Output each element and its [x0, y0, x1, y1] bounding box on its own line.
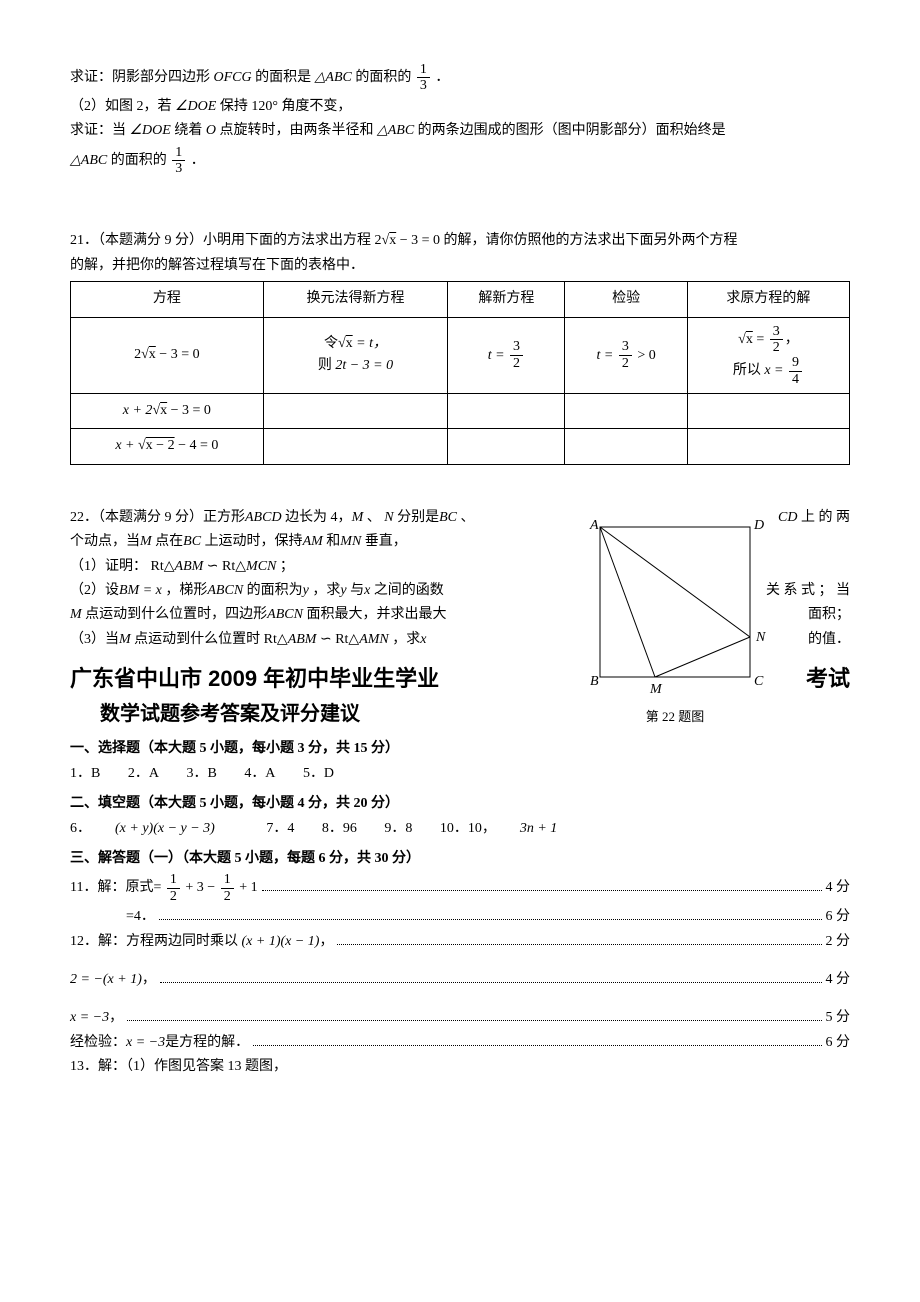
q12-line1: 12．解：方程两边同时乘以 (x + 1)(x − 1)， 2 分	[70, 931, 850, 953]
abc: △ABC	[70, 153, 107, 168]
text: 角度不变，	[281, 99, 351, 114]
cell-empty	[448, 429, 565, 464]
abc: △ABC	[315, 70, 352, 85]
cell-empty	[687, 429, 849, 464]
text: 求证：当	[70, 123, 126, 138]
text: 21．（本题满分 9 分）小明用下面的方法求出方程	[70, 233, 371, 248]
ans-4: 4．A	[244, 766, 275, 781]
text: 点旋转时，由两条半径和	[219, 123, 373, 138]
section-3-head: 三、解答题（一）（本大题 5 小题，每题 6 分，共 30 分）	[70, 848, 850, 870]
intro-line-1: 求证：阴影部分四边形 OFCG 的面积是 △ABC 的面积的 13 ．	[70, 62, 850, 94]
intro-line-2: （2）如图 2，若 ∠DOE 保持 120° 角度不变，	[70, 96, 850, 118]
ans-7: 7．4	[266, 821, 294, 836]
cell-orig1: √x = 32， 所以 x = 94	[687, 317, 849, 394]
ans-1: 1．B	[70, 766, 100, 781]
o: O	[206, 123, 216, 138]
ans-8: 8．96	[322, 821, 357, 836]
answer-title-1: 广东省中山市 2009 年初中毕业生学业	[70, 661, 439, 696]
ans-5: 5．D	[303, 766, 334, 781]
svg-text:D: D	[753, 518, 764, 533]
table-row: x + √x − 2 − 4 = 0	[71, 429, 850, 464]
q13-line: 13．解：（1）作图见答案 13 题图，	[70, 1056, 850, 1078]
svg-text:M: M	[649, 682, 663, 697]
cell-empty	[263, 394, 448, 429]
q21-head-2: 的解，并把你的解答过程填写在下面的表格中．	[70, 255, 850, 277]
cell-eq2: x + 2√x − 3 = 0	[71, 394, 264, 429]
points: 6 分	[826, 906, 851, 928]
eq: 2√x − 3 = 0	[375, 233, 440, 248]
q11-line2: =4． 6 分	[70, 906, 850, 928]
text: 求证：阴影部分四边形	[70, 70, 210, 85]
points: 2 分	[826, 931, 851, 953]
text: 的面积的	[355, 70, 411, 85]
q12-line3: x = −3， 5 分	[70, 1007, 850, 1029]
q12-line2: 2 = −(x + 1)， 4 分	[70, 969, 850, 991]
th-check: 检验	[565, 282, 687, 317]
fill-answers: 6．(x + y)(x − y − 3) 7．4 8．96 9．8 10．10，…	[70, 818, 850, 840]
abc: △ABC	[377, 123, 414, 138]
section-2-head: 二、填空题（本大题 5 小题，每小题 4 分，共 20 分）	[70, 793, 850, 815]
cell-sub1: 令√x = t， 则 2t − 3 = 0	[263, 317, 448, 394]
ans-6: 6．(x + y)(x − y − 3)	[70, 821, 239, 836]
q21-table: 方程 换元法得新方程 解新方程 检验 求原方程的解 2√x − 3 = 0 令√…	[70, 281, 850, 465]
cell-empty	[263, 429, 448, 464]
ans-3: 3．B	[186, 766, 216, 781]
table-row: 2√x − 3 = 0 令√x = t， 则 2t − 3 = 0 t = 32…	[71, 317, 850, 394]
ans-10: 10．10，3n + 1	[440, 821, 581, 836]
q11-line1: 11．解：原式= 12 + 3 − 12 + 1 4 分	[70, 872, 850, 904]
figure-caption: 第 22 题图	[580, 707, 770, 728]
intro-line-4: △ABC 的面积的 13 ．	[70, 145, 850, 177]
q22-figure: A D B C M N 第 22 题图	[580, 517, 770, 728]
text: 保持	[220, 99, 248, 114]
text: 的两条边围成的图形（图中阴影部分）面积始终是	[418, 123, 726, 138]
cell-empty	[565, 429, 687, 464]
intro-line-3: 求证：当 ∠DOE 绕着 O 点旋转时，由两条半径和 △ABC 的两条边围成的图…	[70, 120, 850, 142]
ans-2: 2．A	[128, 766, 159, 781]
q12-line4: 经检验：x = −3是方程的解． 6 分	[70, 1032, 850, 1054]
section-1-head: 一、选择题（本大题 5 小题，每小题 3 分，共 15 分）	[70, 738, 850, 760]
cell-eq1: 2√x − 3 = 0	[71, 317, 264, 394]
svg-text:B: B	[590, 674, 599, 689]
cell-empty	[448, 394, 565, 429]
th-solve: 解新方程	[448, 282, 565, 317]
frac-1-3: 13	[417, 62, 430, 94]
ans-9: 9．8	[384, 821, 412, 836]
table-row: x + 2√x − 3 = 0	[71, 394, 850, 429]
text: 的解，请你仿照他的方法求出下面另外两个方程	[443, 233, 737, 248]
deg: 120°	[251, 99, 278, 114]
th-original: 求原方程的解	[687, 282, 849, 317]
frac-1-3: 13	[172, 145, 185, 177]
table-header-row: 方程 换元法得新方程 解新方程 检验 求原方程的解	[71, 282, 850, 317]
cell-check1: t = 32 > 0	[565, 317, 687, 394]
points: 6 分	[826, 1032, 851, 1054]
mc-answers: 1．B 2．A 3．B 4．A 5．D	[70, 763, 850, 785]
ofcg: OFCG	[214, 70, 252, 85]
svg-text:C: C	[754, 674, 764, 689]
cell-eq3: x + √x − 2 − 4 = 0	[71, 429, 264, 464]
points: 4 分	[826, 877, 851, 899]
q22-block: A D B C M N 第 22 题图 22．（本题满分 9 分）正方形ABCD…	[70, 507, 850, 731]
text: 绕着	[174, 123, 202, 138]
th-equation: 方程	[71, 282, 264, 317]
period: ．	[435, 70, 449, 85]
text: （2）如图 2，若	[70, 99, 172, 114]
q21-head-1: 21．（本题满分 9 分）小明用下面的方法求出方程 2√x − 3 = 0 的解…	[70, 230, 850, 252]
angle-doe: ∠DOE	[130, 123, 171, 138]
points: 5 分	[826, 1007, 851, 1029]
text: 的面积的	[111, 153, 167, 168]
answer-title-1-right: 考试	[806, 661, 850, 696]
cell-empty	[687, 394, 849, 429]
angle-doe: ∠DOE	[175, 99, 216, 114]
th-substitute: 换元法得新方程	[263, 282, 448, 317]
period: ．	[191, 153, 205, 168]
square-diagram: A D B C M N	[580, 517, 770, 697]
cell-empty	[565, 394, 687, 429]
svg-text:N: N	[755, 630, 766, 645]
svg-text:A: A	[589, 518, 599, 533]
text: 的面积是	[255, 70, 311, 85]
points: 4 分	[826, 969, 851, 991]
cell-solve1: t = 32	[448, 317, 565, 394]
